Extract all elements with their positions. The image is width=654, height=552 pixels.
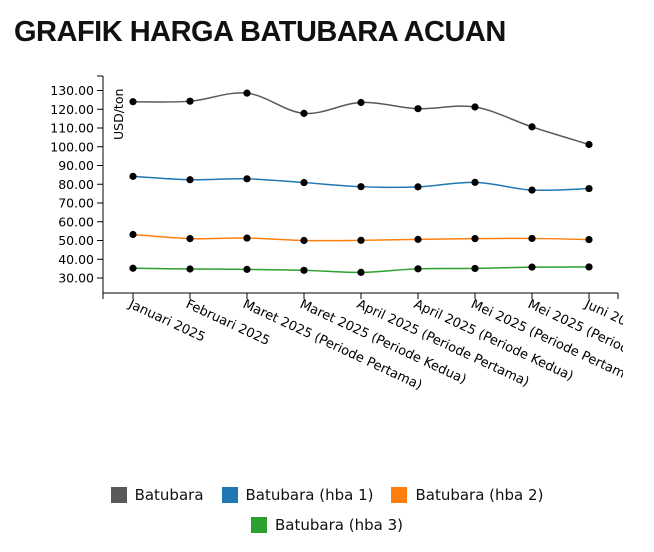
y-tick-label: 110.00	[50, 121, 94, 136]
series-2-point[interactable]	[414, 183, 422, 191]
legend-swatch	[110, 487, 127, 503]
series-4-point[interactable]	[243, 265, 251, 273]
series-3-point[interactable]	[414, 235, 422, 243]
series-4-point[interactable]	[585, 263, 593, 271]
series-1-point[interactable]	[243, 89, 251, 97]
series-1-point[interactable]	[129, 98, 137, 106]
series-1-point[interactable]	[357, 98, 365, 107]
legend-label: Batubara	[134, 486, 204, 504]
series-1-point[interactable]	[300, 109, 308, 117]
legend-swatch	[391, 487, 408, 503]
y-tick-label: 70.00	[58, 196, 94, 211]
series-3-point[interactable]	[471, 235, 479, 243]
series-3-point[interactable]	[357, 236, 365, 244]
series-1-point[interactable]	[471, 103, 479, 111]
legend-item-hba-3[interactable]: Batubara (hba 3)	[251, 516, 403, 534]
legend-row-1: Batubara Batubara (hba 1) Batubara (hba …	[0, 480, 654, 510]
series-1-point[interactable]	[585, 140, 593, 149]
series-1-point[interactable]	[186, 97, 194, 105]
series-2-point[interactable]	[243, 175, 251, 183]
series-2-point[interactable]	[528, 186, 536, 194]
series-3-point[interactable]	[243, 234, 251, 242]
legend-item-hba-1[interactable]: Batubara (hba 1)	[221, 486, 374, 504]
series-3-point[interactable]	[129, 230, 137, 239]
legend-item-batubara[interactable]: Batubara	[110, 486, 204, 504]
series-3-point[interactable]	[300, 236, 308, 245]
legend-item-hba-2[interactable]: Batubara (hba 2)	[391, 486, 543, 504]
y-tick-label: 80.00	[58, 177, 94, 192]
y-tick-label: 60.00	[58, 214, 94, 229]
series-4-point[interactable]	[414, 265, 422, 273]
line-chart: 30.00 40.00 50.00 60.00 70.00 80.00 90.00 100.0…	[50, 75, 623, 394]
y-tick-label: 50.00	[58, 233, 94, 248]
series-4-point[interactable]	[471, 264, 479, 273]
y-tick-label: 90.00	[58, 158, 94, 173]
series-2-point[interactable]	[300, 178, 308, 187]
series-3-point[interactable]	[528, 234, 536, 243]
legend-swatch	[251, 517, 268, 533]
y-axis-title: USD/ton	[111, 89, 126, 140]
series-3-point[interactable]	[585, 235, 593, 244]
series-2-point[interactable]	[585, 184, 593, 193]
series-2-point[interactable]	[186, 176, 194, 184]
y-tick-label: 30.00	[58, 271, 94, 286]
legend-swatch	[221, 487, 238, 503]
series-1-point[interactable]	[414, 105, 422, 113]
y-tick-label: 100.00	[50, 139, 94, 154]
chart-title: GRAFIK HARGA BATUBARA ACUAN	[14, 16, 506, 48]
series-4-point[interactable]	[357, 268, 365, 276]
y-tick-label: 130.00	[50, 83, 94, 98]
y-tick-label: 120.00	[50, 102, 94, 117]
series-2-point[interactable]	[357, 183, 365, 191]
series-4-point[interactable]	[300, 266, 308, 274]
legend-row-2: Batubara (hba 3)	[0, 510, 654, 540]
series-4-point[interactable]	[186, 265, 194, 273]
series-2-point[interactable]	[129, 172, 137, 180]
legend-label: Batubara (hba 2)	[415, 486, 544, 504]
legend-label: Batubara (hba 1)	[245, 486, 374, 504]
legend: Batubara Batubara (hba 1) Batubara (hba …	[0, 480, 654, 540]
series-4-point[interactable]	[528, 263, 536, 271]
series-3-point[interactable]	[186, 235, 194, 243]
series-1-point[interactable]	[528, 123, 536, 131]
legend-label: Batubara (hba 3)	[275, 516, 403, 534]
series-2-point[interactable]	[471, 178, 479, 186]
series-4-point[interactable]	[129, 264, 137, 272]
y-tick-label: 40.00	[58, 252, 94, 267]
